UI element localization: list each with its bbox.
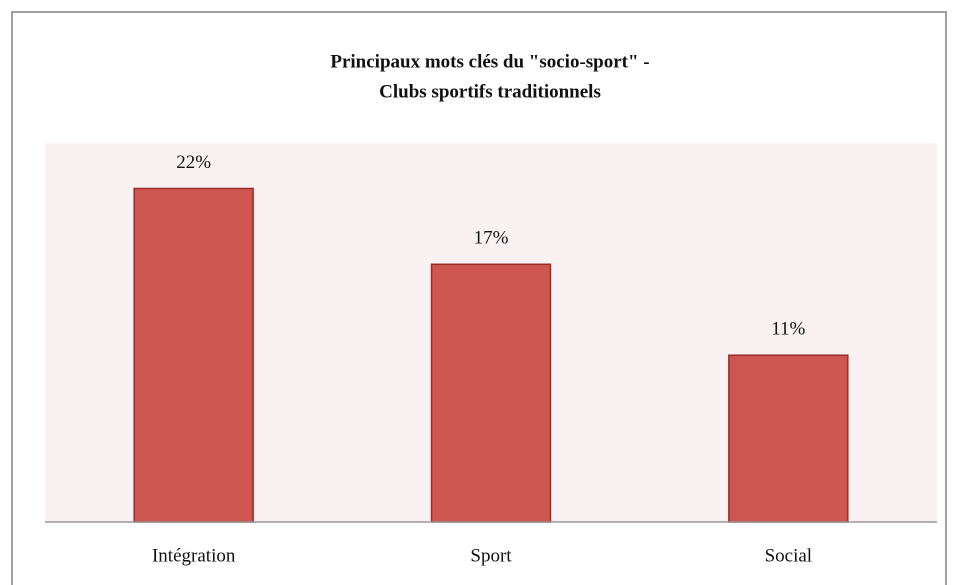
data-label: 11% xyxy=(771,319,805,340)
bar xyxy=(430,263,552,523)
bar xyxy=(728,354,849,523)
bar xyxy=(133,187,254,523)
data-label: 22% xyxy=(176,152,211,173)
data-label: 17% xyxy=(474,228,509,249)
x-tick-label: Intégration xyxy=(152,545,236,566)
x-tick-label: Social xyxy=(765,545,813,566)
chart-title: Principaux mots clés du "socio-sport" - xyxy=(330,51,649,72)
x-tick-label: Sport xyxy=(470,545,512,566)
chart-title: Clubs sportifs traditionnels xyxy=(379,81,601,102)
